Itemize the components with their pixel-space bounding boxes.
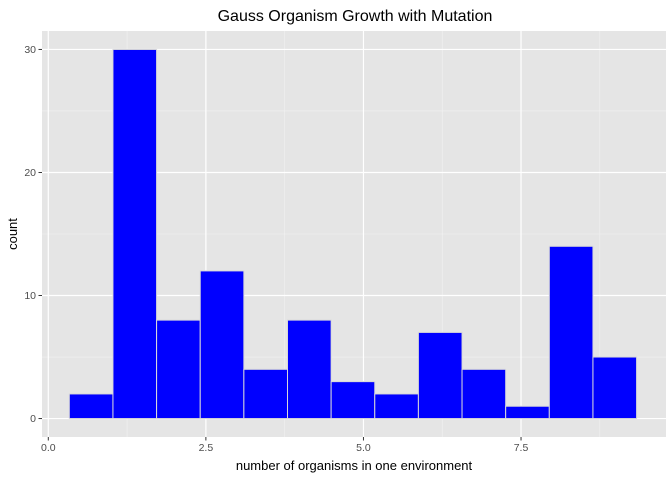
x-tick-label: 5.0 (356, 442, 371, 454)
y-tick-label: 0 (30, 413, 36, 425)
bars (68, 48, 638, 420)
histogram-bar (243, 368, 288, 420)
histogram-bar (374, 393, 419, 420)
y-tick-label: 10 (24, 290, 36, 302)
y-tick-label: 30 (24, 44, 36, 56)
x-axis-label: number of organisms in one environment (236, 458, 473, 473)
histogram-bar (112, 48, 158, 420)
x-axis-ticks: 0.0 2.5 5.0 7.5 (41, 437, 528, 454)
y-axis-label: count (5, 218, 20, 250)
x-tick-label: 2.5 (199, 442, 214, 454)
histogram-bar (330, 381, 376, 420)
x-tick-label: 0.0 (41, 442, 56, 454)
histogram-bar (286, 319, 332, 420)
histogram-bar (461, 368, 507, 420)
histogram-bar (505, 405, 550, 420)
histogram-bar (592, 356, 638, 420)
x-tick-label: 7.5 (514, 442, 529, 454)
histogram-bar (68, 393, 114, 420)
y-axis-ticks: 0 10 20 30 (24, 44, 42, 425)
histogram-bar (417, 331, 463, 420)
chart-title: Gauss Organism Growth with Mutation (218, 8, 493, 25)
histogram-bar (199, 270, 245, 420)
histogram-bar (548, 245, 594, 420)
y-tick-label: 20 (24, 167, 36, 179)
histogram-bar (156, 319, 201, 420)
